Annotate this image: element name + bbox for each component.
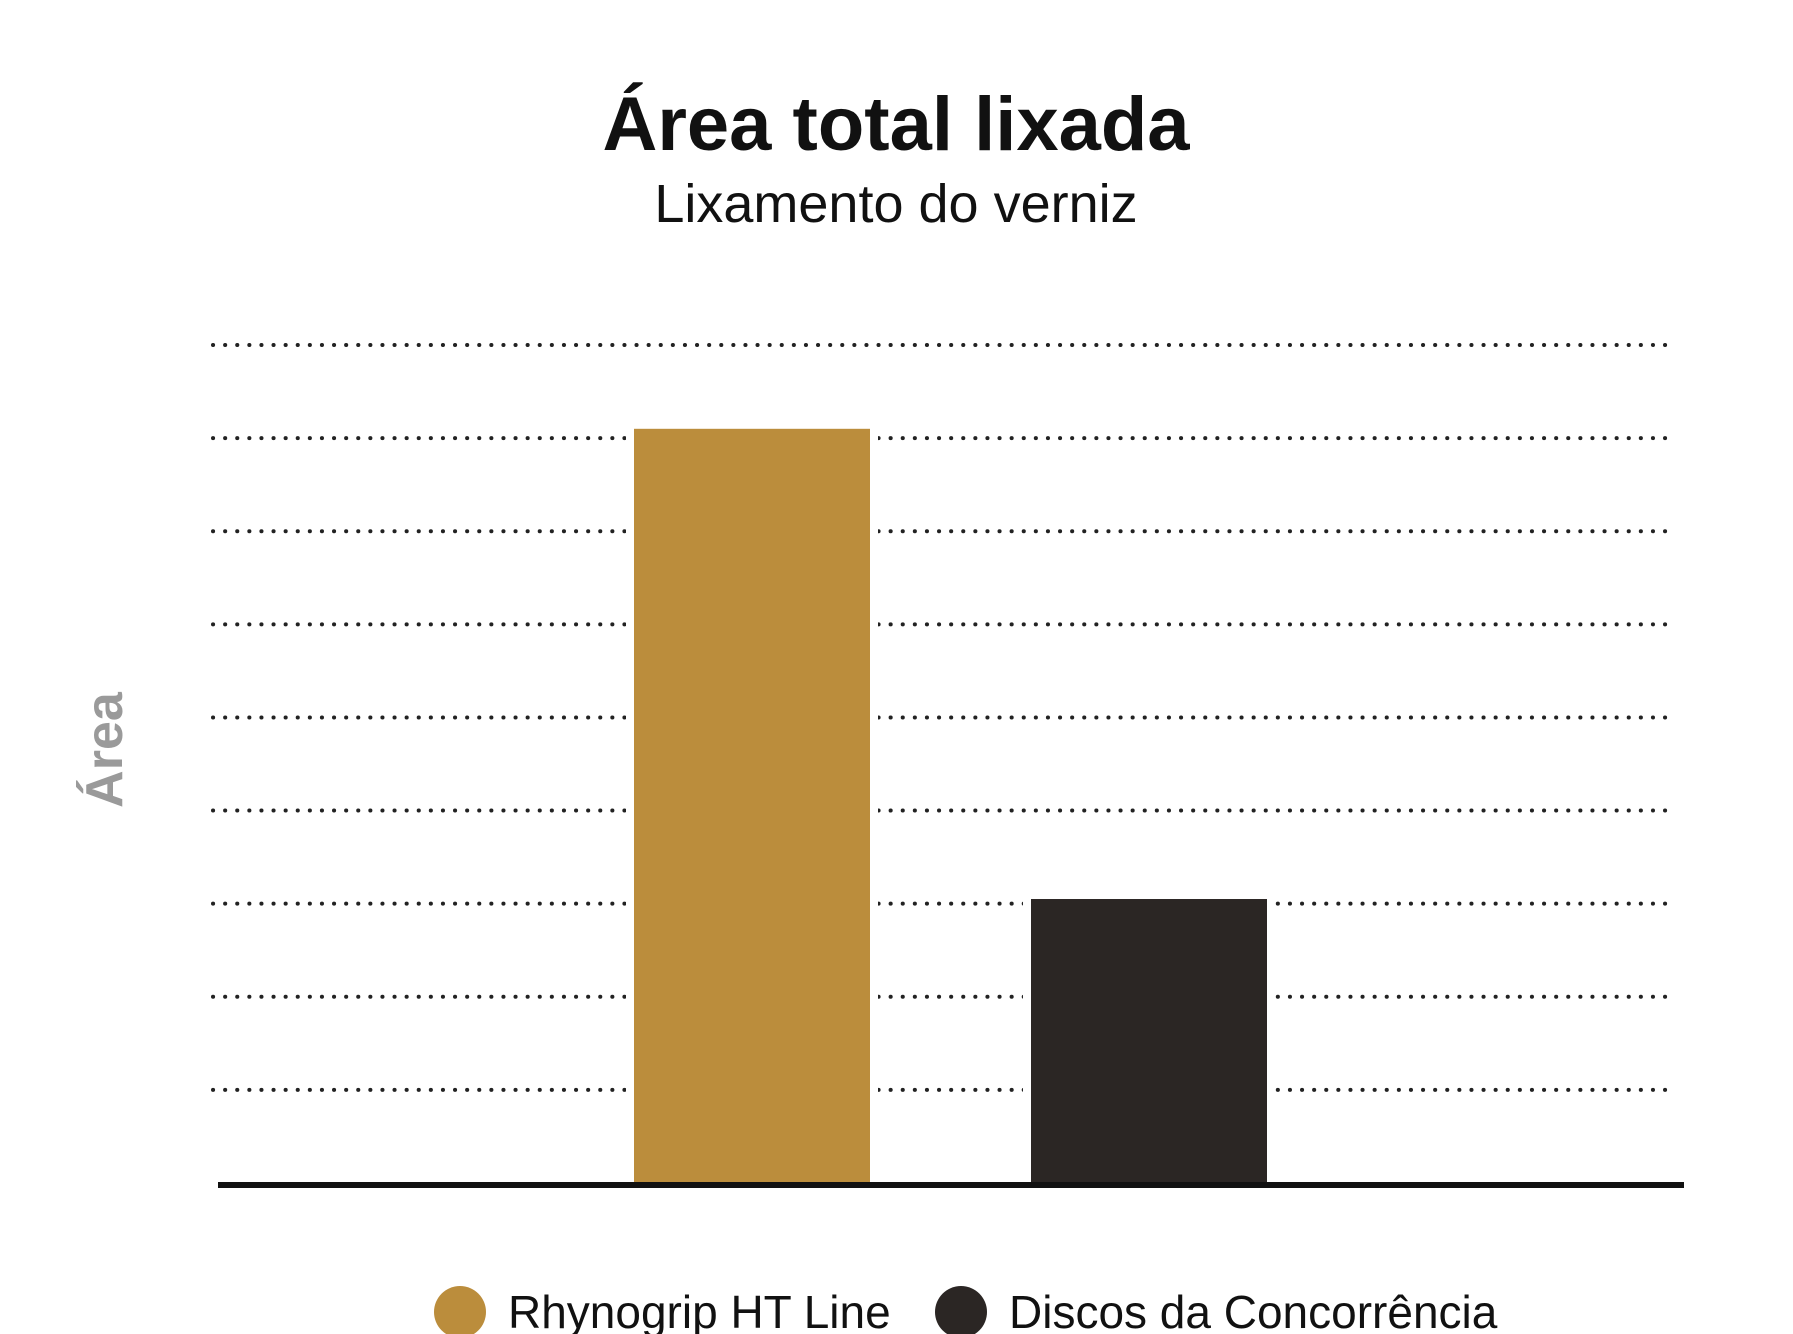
legend-swatch-rhynogrip (434, 1286, 486, 1334)
legend: Rhynogrip HT Line Discos da Concorrência (434, 1286, 1498, 1334)
legend-swatch-concorrencia (935, 1286, 987, 1334)
bars (626, 428, 1275, 1183)
bar-rhynogrip (634, 428, 870, 1183)
chart-subtitle: Lixamento do verniz (654, 174, 1137, 234)
y-axis-label: Área (76, 691, 134, 808)
chart-title: Área total lixada (602, 82, 1190, 167)
bar-concorrencia (1031, 899, 1267, 1183)
legend-label-concorrencia: Discos da Concorrência (1009, 1286, 1498, 1334)
gridlines (211, 343, 1674, 1092)
legend-label-rhynogrip: Rhynogrip HT Line (508, 1286, 891, 1334)
